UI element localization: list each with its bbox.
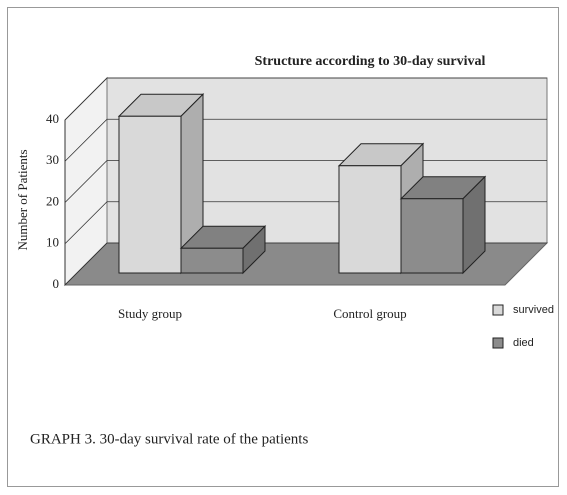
chart-title: Structure according to 30-day survival	[255, 54, 486, 69]
y-axis-label: Number of Patients	[15, 149, 30, 250]
caption: GRAPH 3. 30-day survival rate of the pat…	[30, 431, 308, 447]
bar	[400, 198, 464, 274]
legend-swatch	[492, 304, 504, 316]
bar	[180, 247, 244, 274]
x-tick-label: Control group	[333, 306, 406, 321]
bar	[338, 165, 402, 274]
grid-line	[64, 118, 547, 162]
y-tick-label: 40	[46, 111, 59, 126]
y-tick-label: 0	[53, 276, 60, 291]
legend-label: died	[513, 337, 534, 349]
grid-line	[64, 77, 547, 121]
y-tick-label: 20	[46, 193, 59, 208]
x-tick-label: Study group	[118, 306, 182, 321]
legend-label: survived	[513, 304, 554, 316]
bar	[118, 115, 182, 274]
y-tick-label: 30	[46, 152, 59, 167]
legend-swatch	[492, 337, 504, 349]
y-tick-label: 10	[46, 235, 59, 250]
